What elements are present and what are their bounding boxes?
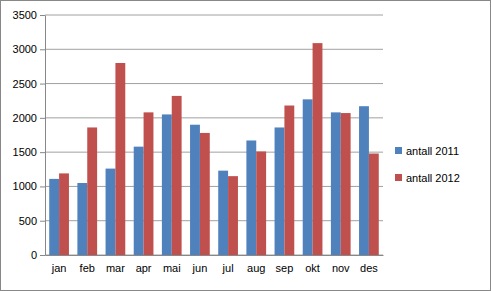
grid-line (45, 49, 383, 50)
plot: 0 500 1000 1500 2000 2500 3000 3500 jan febmarapr… (13, 9, 384, 274)
y-tick: 500 (19, 215, 45, 227)
y-tick-mark (40, 118, 45, 119)
x-tick: jul (222, 255, 234, 274)
bar (77, 183, 87, 255)
x-tick-label: jun (192, 262, 208, 274)
y-tick-label: 2500 (13, 78, 37, 90)
x-tick: feb (80, 255, 95, 274)
x-tick-label: jul (222, 262, 234, 274)
legend-swatch (395, 147, 402, 154)
legend-swatch (395, 174, 402, 181)
x-tick-label: sep (276, 262, 294, 274)
y-tick-label: 500 (19, 215, 37, 227)
x-tick-label: nov (332, 262, 350, 274)
y-tick: 0 (31, 249, 45, 261)
y-tick: 1500 (13, 146, 45, 158)
x-tick-label: okt (305, 262, 320, 274)
x-tick-label: jan (51, 262, 67, 274)
x-tick-label: aug (247, 262, 265, 274)
bar (246, 140, 256, 255)
x-tick: aug (247, 255, 265, 274)
bars (49, 43, 379, 255)
bar (341, 113, 351, 255)
bar (284, 106, 294, 255)
bar (59, 173, 69, 255)
y-tick: 3000 (13, 43, 45, 55)
x-tick: jan (51, 255, 67, 274)
chart: 0 500 1000 1500 2000 2500 3000 3500 jan febmarapr… (0, 0, 491, 291)
x-tick: nov (332, 255, 350, 274)
y-tick-mark (40, 152, 45, 153)
grid-line (45, 15, 383, 16)
y-tick-label: 3500 (13, 9, 37, 21)
legend-label: antall 2012 (406, 172, 460, 184)
y-tick-label: 3000 (13, 43, 37, 55)
y-tick-mark (40, 221, 45, 222)
bar (275, 127, 285, 255)
bar (303, 99, 313, 255)
bar (162, 114, 172, 255)
x-tick: okt (305, 255, 320, 274)
x-tick: mai (163, 255, 181, 274)
bar (256, 151, 266, 255)
x-tick: des (360, 255, 378, 274)
x-tick: apr (136, 255, 152, 274)
bar (218, 171, 228, 255)
y-tick-mark (40, 186, 45, 187)
y-tick-mark (40, 49, 45, 50)
x-tick: mar (106, 255, 125, 274)
x-axis: jan febmaraprmaijun jul augsepoktnovdes (46, 255, 384, 274)
bar (190, 125, 200, 255)
x-tick-label: apr (136, 262, 152, 274)
bar (115, 63, 125, 255)
bar (49, 179, 59, 255)
y-tick: 3500 (13, 9, 45, 21)
chart-frame (1, 1, 491, 291)
bar (134, 147, 144, 255)
bar (172, 96, 182, 255)
y-tick: 2500 (13, 78, 45, 90)
y-tick-label: 1500 (13, 146, 37, 158)
legend: antall 2011 antall 2012 (395, 145, 460, 184)
bar (313, 43, 323, 255)
bar-series (59, 43, 379, 255)
bar (106, 169, 116, 255)
bar (200, 133, 210, 255)
x-axis-line (46, 255, 384, 256)
y-tick-label: 1000 (13, 180, 37, 192)
bar (228, 176, 238, 255)
x-tick-label: mar (106, 262, 125, 274)
bar (369, 154, 379, 255)
legend-label: antall 2011 (406, 145, 459, 157)
y-tick: 2000 (13, 112, 45, 124)
y-tick-label: 2000 (13, 112, 37, 124)
bar (87, 127, 97, 255)
y-tick-mark (40, 15, 45, 16)
y-tick-mark (40, 84, 45, 85)
x-tick: sep (276, 255, 294, 274)
y-tick-label: 0 (31, 249, 37, 261)
x-tick-label: des (360, 262, 378, 274)
grid (45, 15, 383, 255)
grid-line (45, 83, 383, 84)
bar (144, 112, 154, 255)
x-tick: jun (192, 255, 208, 274)
y-tick: 1000 (13, 180, 45, 192)
y-tick-mark (40, 255, 45, 256)
x-tick-label: feb (80, 262, 95, 274)
y-axis: 0 500 1000 1500 2000 2500 3000 3500 (13, 9, 46, 261)
x-tick-label: mai (163, 262, 181, 274)
y-axis-line (45, 16, 46, 256)
bar (331, 112, 341, 255)
bar (359, 106, 369, 255)
